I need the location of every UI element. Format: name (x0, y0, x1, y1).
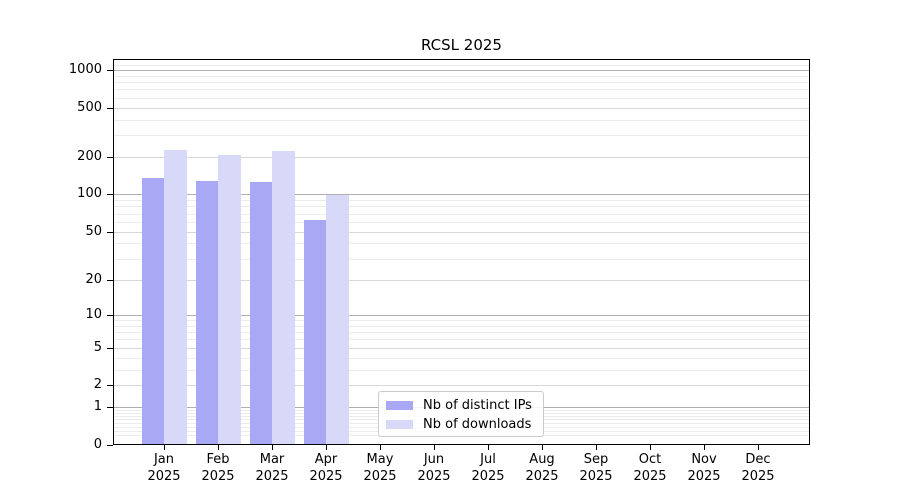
x-tick-label: Mar 2025 (255, 452, 289, 484)
gridline (114, 82, 809, 83)
x-tick (218, 445, 219, 450)
gridline (114, 280, 809, 281)
bar (272, 150, 295, 444)
x-tick-label: Apr 2025 (309, 452, 343, 484)
gridline (114, 214, 809, 215)
y-tick (107, 348, 113, 349)
y-tick-label: 1000 (68, 62, 102, 77)
legend-label: Nb of distinct IPs (423, 398, 532, 413)
y-tick (107, 157, 113, 158)
x-tick-label: May 2025 (363, 452, 397, 484)
x-tick (704, 445, 705, 450)
gridline (114, 358, 809, 359)
gridline (114, 194, 809, 195)
y-tick-label: 0 (93, 437, 102, 452)
bar (164, 150, 187, 444)
x-tick-label: Aug 2025 (525, 452, 559, 484)
gridline (114, 326, 809, 327)
gridline (114, 65, 809, 66)
gridline (114, 339, 809, 340)
y-tick (107, 108, 113, 109)
x-tick-label: Feb 2025 (201, 452, 235, 484)
gridline (114, 76, 809, 77)
y-tick-label: 5 (93, 340, 102, 355)
gridline (114, 315, 809, 316)
x-tick-label: Sep 2025 (579, 452, 613, 484)
y-tick-label: 20 (85, 272, 102, 287)
x-tick (650, 445, 651, 450)
bar (218, 154, 241, 444)
gridline (114, 222, 809, 223)
bar (141, 177, 164, 444)
bar (326, 194, 349, 444)
x-tick-label: Nov 2025 (687, 452, 721, 484)
y-tick-label: 1 (93, 399, 102, 414)
chart-title: RCSL 2025 (421, 36, 502, 54)
y-tick-label: 500 (77, 100, 102, 115)
y-tick (107, 385, 113, 386)
gridline (114, 320, 809, 321)
gridline (114, 157, 809, 158)
x-tick-label: Jun 2025 (417, 452, 451, 484)
plot-area (113, 59, 810, 445)
gridline (114, 243, 809, 244)
gridline (114, 348, 809, 349)
y-tick-label: 2 (93, 377, 102, 392)
y-tick (107, 70, 113, 71)
gridline (114, 206, 809, 207)
gridline (114, 232, 809, 233)
gridline (114, 200, 809, 201)
gridline (114, 370, 809, 371)
y-tick (107, 194, 113, 195)
x-tick-label: Oct 2025 (633, 452, 667, 484)
y-tick (107, 232, 113, 233)
x-tick (326, 445, 327, 450)
y-tick (107, 407, 113, 408)
gridline (114, 259, 809, 260)
bar (195, 180, 218, 444)
x-tick (596, 445, 597, 450)
gridline (114, 120, 809, 121)
x-tick (272, 445, 273, 450)
legend-item: Nb of downloads (386, 415, 535, 434)
legend-swatch (386, 420, 413, 429)
y-tick-label: 10 (85, 307, 102, 322)
x-tick-label: Jul 2025 (471, 452, 505, 484)
gridline (114, 135, 809, 136)
y-tick (107, 280, 113, 281)
legend-item: Nb of distinct IPs (386, 396, 535, 415)
gridline (114, 70, 809, 71)
x-tick (434, 445, 435, 450)
y-tick-label: 200 (77, 149, 102, 164)
gridline (114, 98, 809, 99)
y-tick-label: 100 (77, 186, 102, 201)
y-tick-label: 50 (85, 224, 102, 239)
gridline (114, 108, 809, 109)
gridline (114, 89, 809, 90)
x-tick (380, 445, 381, 450)
x-tick (164, 445, 165, 450)
legend-label: Nb of downloads (423, 417, 532, 432)
x-tick-label: Dec 2025 (741, 452, 775, 484)
gridline (114, 332, 809, 333)
legend-swatch (386, 401, 413, 410)
x-tick (542, 445, 543, 450)
bar (303, 220, 326, 444)
bar (249, 182, 272, 444)
gridline (114, 385, 809, 386)
y-tick (107, 315, 113, 316)
x-tick (758, 445, 759, 450)
x-tick (488, 445, 489, 450)
legend: Nb of distinct IPs Nb of downloads (378, 391, 544, 437)
y-tick (107, 445, 113, 446)
x-tick-label: Jan 2025 (147, 452, 181, 484)
